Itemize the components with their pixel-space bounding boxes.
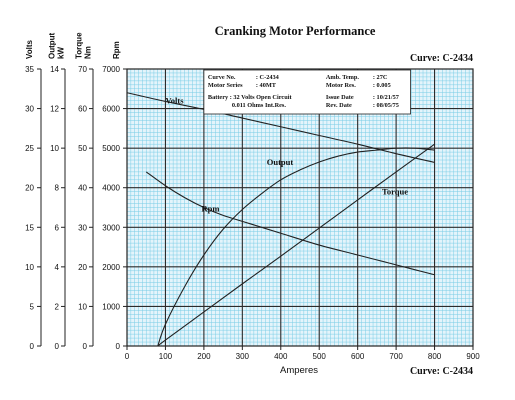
chart-title: Cranking Motor Performance [215, 24, 376, 38]
info-key: Battery : 32 Volts Open Circuit [208, 94, 293, 101]
x-tick-label: 700 [389, 352, 403, 361]
series-line-torque [157, 143, 435, 347]
info-key: Issue Date [326, 94, 354, 101]
info-key: Rev. Date [326, 102, 352, 109]
output-tick-label: 4 [55, 263, 60, 272]
plot-border [126, 68, 474, 347]
x-tick-label: 900 [466, 352, 480, 361]
info-value: : 0.005 [373, 82, 391, 89]
volts-axis-title: Volts [25, 39, 34, 59]
rpm-tick-label: 7000 [102, 65, 120, 74]
volts-tick-label: 0 [30, 342, 35, 351]
output-tick-label: 8 [55, 184, 60, 193]
torque-tick-label: 50 [78, 144, 87, 153]
x-tick-label: 600 [351, 352, 365, 361]
x-tick-label: 0 [125, 352, 130, 361]
volts-tick-label: 15 [25, 223, 34, 232]
x-tick-label: 500 [313, 352, 327, 361]
info-value: : 27C [373, 74, 388, 81]
output-tick-label: 0 [55, 342, 60, 351]
series-lines: Volts Output Torque Rpm [126, 92, 435, 347]
series-label-volts: Volts [165, 95, 184, 105]
torque-axis-title-word: Torque [75, 32, 84, 59]
volts-tick-label: 30 [25, 105, 34, 114]
torque-tick-label: 30 [78, 223, 87, 232]
volts-tick-label: 10 [25, 263, 34, 272]
x-tick-label: 100 [159, 352, 173, 361]
curve-label-bottom: Curve: C-2434 [410, 366, 473, 377]
axes: 0 100 200 300 400 500 600 700 800 900051015202530… [25, 32, 480, 361]
series-line-rpm [145, 171, 435, 276]
info-key: Motor Series [208, 82, 243, 89]
info-key: Amb. Temp. [326, 74, 359, 81]
torque-tick-label: 10 [78, 302, 87, 311]
output-tick-label: 12 [50, 105, 59, 114]
x-tick-label: 800 [428, 352, 442, 361]
rpm-axis-title-word: Rpm [112, 41, 121, 59]
output-tick-label: 2 [55, 302, 60, 311]
output-axis-title-word: kW [57, 47, 66, 59]
volts-tick-label: 20 [25, 184, 34, 193]
x-tick-label: 400 [274, 352, 288, 361]
torque-tick-label: 60 [78, 105, 87, 114]
rpm-tick-label: 1000 [102, 302, 120, 311]
torque-tick-label: 20 [78, 263, 87, 272]
info-key: Curve No. [208, 74, 236, 81]
output-tick-label: 14 [50, 65, 59, 74]
series-label-rpm: Rpm [202, 203, 220, 213]
series-label-output: Output [267, 157, 294, 167]
output-tick-label: 6 [55, 223, 60, 232]
rpm-tick-label: 6000 [102, 105, 120, 114]
volts-tick-label: 25 [25, 144, 34, 153]
output-axis-title-word: Output [48, 32, 57, 59]
curve-label-top: Curve: C-2434 [410, 53, 473, 64]
x-axis-label: Amperes [280, 365, 318, 376]
x-tick-label: 200 [197, 352, 211, 361]
output-tick-label: 10 [50, 144, 59, 153]
info-value: : 08/05/75 [373, 102, 399, 109]
torque-tick-label: 40 [78, 184, 87, 193]
volts-axis-title-word: Volts [25, 39, 34, 59]
info-value: : C-2434 [256, 74, 280, 81]
rpm-tick-label: 0 [116, 342, 121, 351]
info-value: : 40MT [256, 82, 277, 89]
torque-tick-label: 70 [78, 65, 87, 74]
series-line-volts [126, 92, 435, 163]
rpm-tick-label: 3000 [102, 223, 120, 232]
torque-tick-label: 0 [83, 342, 88, 351]
info-key: 0.011 Ohms Int.Res. [232, 102, 286, 109]
torque-axis-title: Torque Nm [75, 32, 93, 59]
info-value: : 10/21/57 [373, 94, 399, 101]
volts-tick-label: 35 [25, 65, 34, 74]
x-tick-label: 300 [236, 352, 250, 361]
output-axis-title: Output kW [48, 32, 66, 59]
rpm-tick-label: 2000 [102, 263, 120, 272]
info-box: Curve No. : C-2434 Amb. Temp. : 27C Motor Se… [203, 69, 411, 115]
torque-axis-title-word: Nm [84, 46, 93, 59]
rpm-tick-label: 4000 [102, 184, 120, 193]
info-key: Motor Res. [326, 82, 356, 89]
volts-tick-label: 5 [30, 302, 35, 311]
series-label-torque: Torque [382, 187, 408, 197]
info-box-frame [203, 69, 411, 115]
rpm-axis-title: Rpm [112, 41, 121, 59]
series-line-output [157, 147, 435, 347]
rpm-tick-label: 5000 [102, 144, 120, 153]
